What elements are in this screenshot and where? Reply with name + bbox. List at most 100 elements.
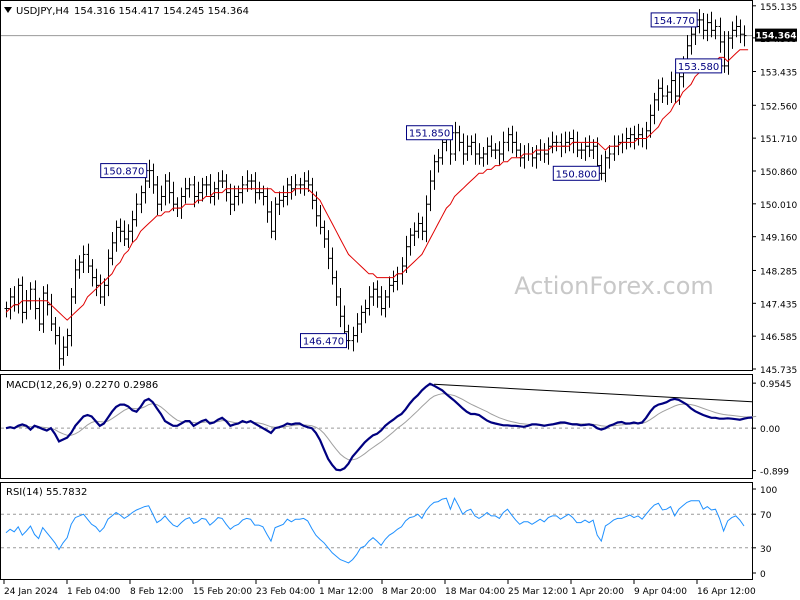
price-bar <box>159 185 164 212</box>
price-bar <box>338 288 343 328</box>
time-tick-label: 8 Feb 12:00 <box>130 587 184 597</box>
price-bar <box>387 276 392 308</box>
price-bar <box>738 19 743 44</box>
price-bar <box>689 27 694 55</box>
time-axis: 24 Jan 2024 1 Feb 04:00 8 Feb 12:00 15 Feb … <box>3 580 756 597</box>
price-bar <box>461 133 466 165</box>
price-bar <box>94 268 99 297</box>
price-bar <box>469 135 474 156</box>
price-bar <box>326 230 331 270</box>
price-bar <box>37 297 42 331</box>
ohlc-label: 154.316 154.417 154.245 154.364 <box>74 6 249 17</box>
price-bar <box>501 131 506 161</box>
price-bar <box>187 177 192 198</box>
price-bar <box>485 137 490 165</box>
price-bar <box>424 195 429 243</box>
time-tick-label: 9 Apr 04:00 <box>634 587 687 597</box>
price-bar <box>416 212 421 239</box>
price-bar <box>510 125 515 154</box>
price-bar <box>289 176 294 200</box>
macd-trendline <box>434 383 753 403</box>
svg-text:154.770: 154.770 <box>653 16 694 27</box>
symbol-label: USDJPY,H4 <box>16 6 69 17</box>
price-bar <box>603 150 608 183</box>
svg-text:151.850: 151.850 <box>409 129 450 140</box>
price-bar <box>404 235 409 273</box>
price-panel <box>0 0 753 371</box>
price-bar <box>130 210 135 243</box>
price-bar <box>45 284 50 316</box>
time-tick-label: 24 Jan 2024 <box>4 587 58 597</box>
price-bar <box>518 143 523 167</box>
price-bar <box>20 276 25 324</box>
price-annotation: 153.580 <box>675 58 724 74</box>
price-tick-label: 149.160 <box>760 234 797 244</box>
price-bar <box>648 104 653 138</box>
price-bar <box>718 17 723 53</box>
price-bar <box>171 181 176 212</box>
price-bar <box>673 69 678 103</box>
rsi-axis: 100 70 30 0 <box>752 486 777 580</box>
price-bar <box>363 299 368 324</box>
price-bar <box>53 317 58 345</box>
rsi-tick-label: 100 <box>760 486 777 496</box>
svg-text:153.580: 153.580 <box>678 62 719 73</box>
price-bar <box>77 255 82 279</box>
price-bar <box>61 336 66 366</box>
price-bar <box>232 185 237 212</box>
price-bar <box>473 133 478 165</box>
price-bar <box>277 191 282 216</box>
price-bar <box>367 286 372 316</box>
price-bar <box>249 174 254 190</box>
macd-tick-label: 0.00 <box>760 425 780 435</box>
price-bar <box>742 25 747 47</box>
price-annotation: 150.870 <box>100 163 149 179</box>
price-bar <box>379 286 384 316</box>
watermark: ActionForex.com <box>514 272 714 300</box>
price-bar <box>514 131 519 158</box>
price-tick-label: 151.710 <box>760 135 797 145</box>
price-bar <box>726 31 731 75</box>
price-bar <box>453 121 458 161</box>
price-bar <box>208 174 213 204</box>
rsi-line <box>5 496 745 564</box>
symbol-dropdown-icon[interactable] <box>4 7 12 13</box>
price-bar <box>134 193 139 227</box>
time-tick-label: 8 Mar 20:00 <box>382 587 437 597</box>
price-bar <box>465 135 470 161</box>
price-bar <box>701 12 706 40</box>
price-bar <box>722 31 727 73</box>
price-bar <box>477 143 482 165</box>
price-bar <box>318 204 323 235</box>
price-tick-label: 145.735 <box>760 366 797 376</box>
price-annotations: 150.870 146.470 151.850 150.800 154.770 153.5… <box>100 12 724 349</box>
price-bar <box>709 11 714 38</box>
price-bar <box>4 301 9 318</box>
price-bar <box>497 141 502 165</box>
time-tick-label: 1 Apr 20:00 <box>571 587 624 597</box>
price-annotation: 150.800 <box>552 165 602 181</box>
svg-text:154.364: 154.364 <box>756 32 797 42</box>
price-bar <box>546 137 551 165</box>
price-bar <box>167 172 172 204</box>
price-bar <box>346 324 351 350</box>
price-tick-label: 147.435 <box>760 300 797 310</box>
price-axis: 155.135154.305153.435152.560151.710150.8… <box>752 3 797 376</box>
svg-text:150.870: 150.870 <box>103 167 144 178</box>
price-bar <box>183 177 188 204</box>
moving-average-line <box>5 49 749 321</box>
price-bar <box>114 220 119 252</box>
price-bar <box>81 245 86 273</box>
price-bar <box>57 326 62 370</box>
price-bar <box>73 259 78 304</box>
price-bar <box>436 148 441 173</box>
macd-axis: 0.9545 0.00 -0.899 <box>752 380 792 478</box>
price-bar <box>599 154 604 181</box>
price-bar <box>257 181 262 200</box>
price-bar <box>660 77 665 103</box>
price-bar <box>224 174 229 202</box>
price-bar <box>334 270 339 306</box>
price-tick-label: 153.435 <box>760 68 797 78</box>
time-tick-label: 15 Feb 20:00 <box>193 587 252 597</box>
price-bar <box>705 13 710 42</box>
